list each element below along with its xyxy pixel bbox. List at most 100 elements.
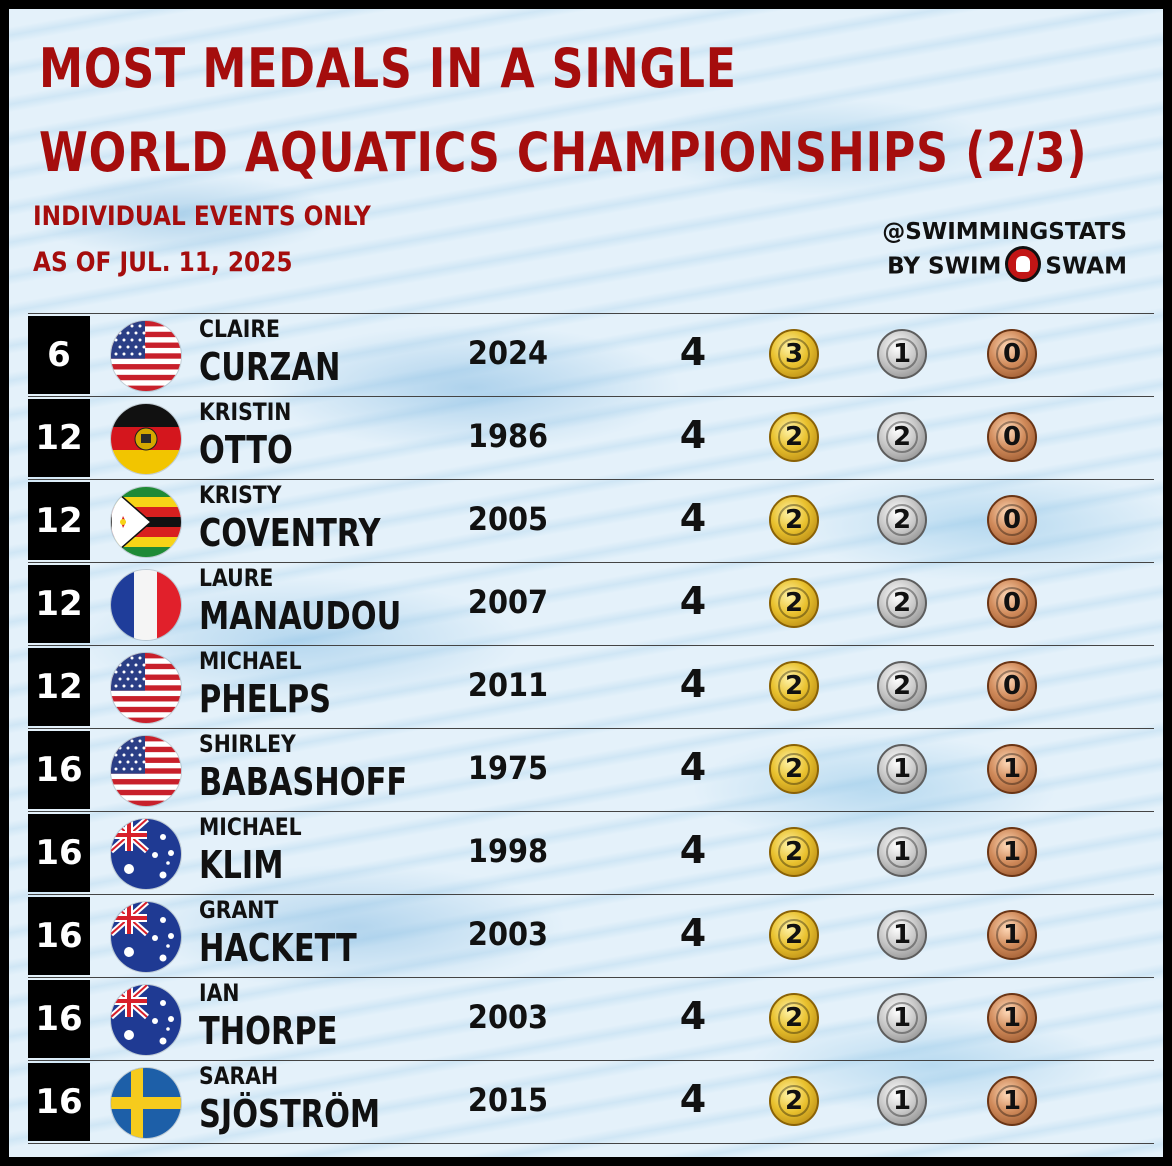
championship-year: 2007 [467,583,549,621]
bronze-count: 0 [1002,505,1022,535]
australia-flag-icon [110,984,182,1056]
bronze-count: 0 [1002,339,1022,369]
athlete-last-name: SJÖSTRÖM [199,1092,381,1136]
rank-badge: 16 [28,980,90,1058]
bronze-medal-icon: 1 [987,744,1037,794]
rank-badge: 12 [28,565,90,643]
athlete-first-name: CLAIRE [199,315,281,343]
athlete-first-name: GRANT [199,896,279,924]
gold-count: 2 [784,920,804,950]
title-line-2: WORLD AQUATICS CHAMPIONSHIPS (2/3) [39,121,1088,184]
rank-badge: 16 [28,1063,90,1141]
sweden-flag-icon [110,1067,182,1139]
rank-badge: 12 [28,399,90,477]
gold-medal-icon: 2 [769,495,819,545]
table-row: 16 IAN THORPE 2003 4 2 1 1 [28,978,1154,1061]
silver-medal-icon: 2 [877,412,927,462]
medal-total: 4 [679,579,707,623]
medal-total: 4 [679,911,707,955]
brand-by-right: SWAM [1045,253,1127,280]
table-row: 16 MICHAEL KLIM 1998 4 2 1 1 [28,812,1154,895]
athlete-last-name: BABASHOFF [199,760,408,804]
subtitle-line-1: INDIVIDUAL EVENTS ONLY [33,201,371,232]
silver-medal-icon: 1 [877,329,927,379]
bronze-medal-icon: 1 [987,910,1037,960]
subtitle-line-2: AS OF JUL. 11, 2025 [33,247,293,278]
championship-year: 2003 [467,915,549,953]
silver-count: 1 [892,920,912,950]
brand-by-left: BY SWIM [887,253,1002,280]
silver-medal-icon: 1 [877,993,927,1043]
silver-count: 2 [892,422,912,452]
table-row: 12 KRISTIN OTTO 1986 4 2 2 0 [28,397,1154,480]
athlete-first-name: LAURE [199,564,274,592]
usa-flag-icon [110,735,182,807]
bronze-count: 1 [1002,837,1022,867]
athlete-last-name: THORPE [199,1009,338,1053]
championship-year: 2024 [467,334,549,372]
athlete-first-name: MICHAEL [199,813,302,841]
medal-total: 4 [679,994,707,1038]
bronze-medal-icon: 0 [987,412,1037,462]
silver-medal-icon: 1 [877,827,927,877]
gold-medal-icon: 2 [769,1076,819,1126]
championship-year: 2015 [467,1081,549,1119]
gold-count: 2 [784,505,804,535]
championship-year: 2005 [467,500,549,538]
gold-medal-icon: 2 [769,993,819,1043]
silver-count: 1 [892,1003,912,1033]
medal-total: 4 [679,828,707,872]
bronze-count: 0 [1002,422,1022,452]
medal-total: 4 [679,413,707,457]
rank-badge: 16 [28,814,90,892]
athlete-first-name: KRISTIN [199,398,292,426]
athlete-last-name: HACKETT [199,926,357,970]
gold-medal-icon: 2 [769,661,819,711]
bronze-count: 0 [1002,588,1022,618]
australia-flag-icon [110,818,182,890]
athlete-last-name: KLIM [199,843,284,887]
bronze-count: 1 [1002,1003,1022,1033]
bronze-medal-icon: 0 [987,495,1037,545]
championship-year: 1986 [467,417,549,455]
usa-flag-icon [110,320,182,392]
usa-flag-icon [110,652,182,724]
championship-year: 2011 [467,666,549,704]
rank-badge: 16 [28,897,90,975]
athlete-last-name: CURZAN [199,345,341,389]
medal-total: 4 [679,330,707,374]
bronze-count: 1 [1002,1086,1022,1116]
athlete-last-name: OTTO [199,428,293,472]
gold-medal-icon: 2 [769,744,819,794]
athlete-first-name: MICHAEL [199,647,302,675]
athlete-last-name: PHELPS [199,677,332,721]
medal-total: 4 [679,745,707,789]
table-row: 16 SARAH SJÖSTRÖM 2015 4 2 1 1 [28,1061,1154,1144]
brand-byline: BY SWIM SWAM [882,246,1127,285]
silver-count: 2 [892,588,912,618]
zimbabwe-flag-icon [110,486,182,558]
swimswam-logo-icon [1005,246,1042,282]
gold-medal-icon: 2 [769,412,819,462]
title-line-1: MOST MEDALS IN A SINGLE [39,37,737,100]
silver-medal-icon: 1 [877,910,927,960]
championship-year: 1975 [467,749,549,787]
table-row: 12 KRISTY COVENTRY 2005 4 2 2 0 [28,480,1154,563]
athlete-first-name: SHIRLEY [199,730,296,758]
silver-count: 1 [892,754,912,784]
bronze-count: 1 [1002,920,1022,950]
table-row: 16 GRANT HACKETT 2003 4 2 1 1 [28,895,1154,978]
table-row: 12 MICHAEL PHELPS 2011 4 2 2 0 [28,646,1154,729]
infographic-frame: MOST MEDALS IN A SINGLE WORLD AQUATICS C… [9,9,1163,1157]
athlete-last-name: MANAUDOU [199,594,402,638]
silver-medal-icon: 2 [877,578,927,628]
rank-badge: 16 [28,731,90,809]
gold-count: 2 [784,422,804,452]
bronze-count: 0 [1002,671,1022,701]
rank-badge: 12 [28,482,90,560]
athlete-first-name: IAN [199,979,240,1007]
bronze-count: 1 [1002,754,1022,784]
australia-flag-icon [110,901,182,973]
gold-count: 3 [784,339,804,369]
gold-count: 2 [784,671,804,701]
